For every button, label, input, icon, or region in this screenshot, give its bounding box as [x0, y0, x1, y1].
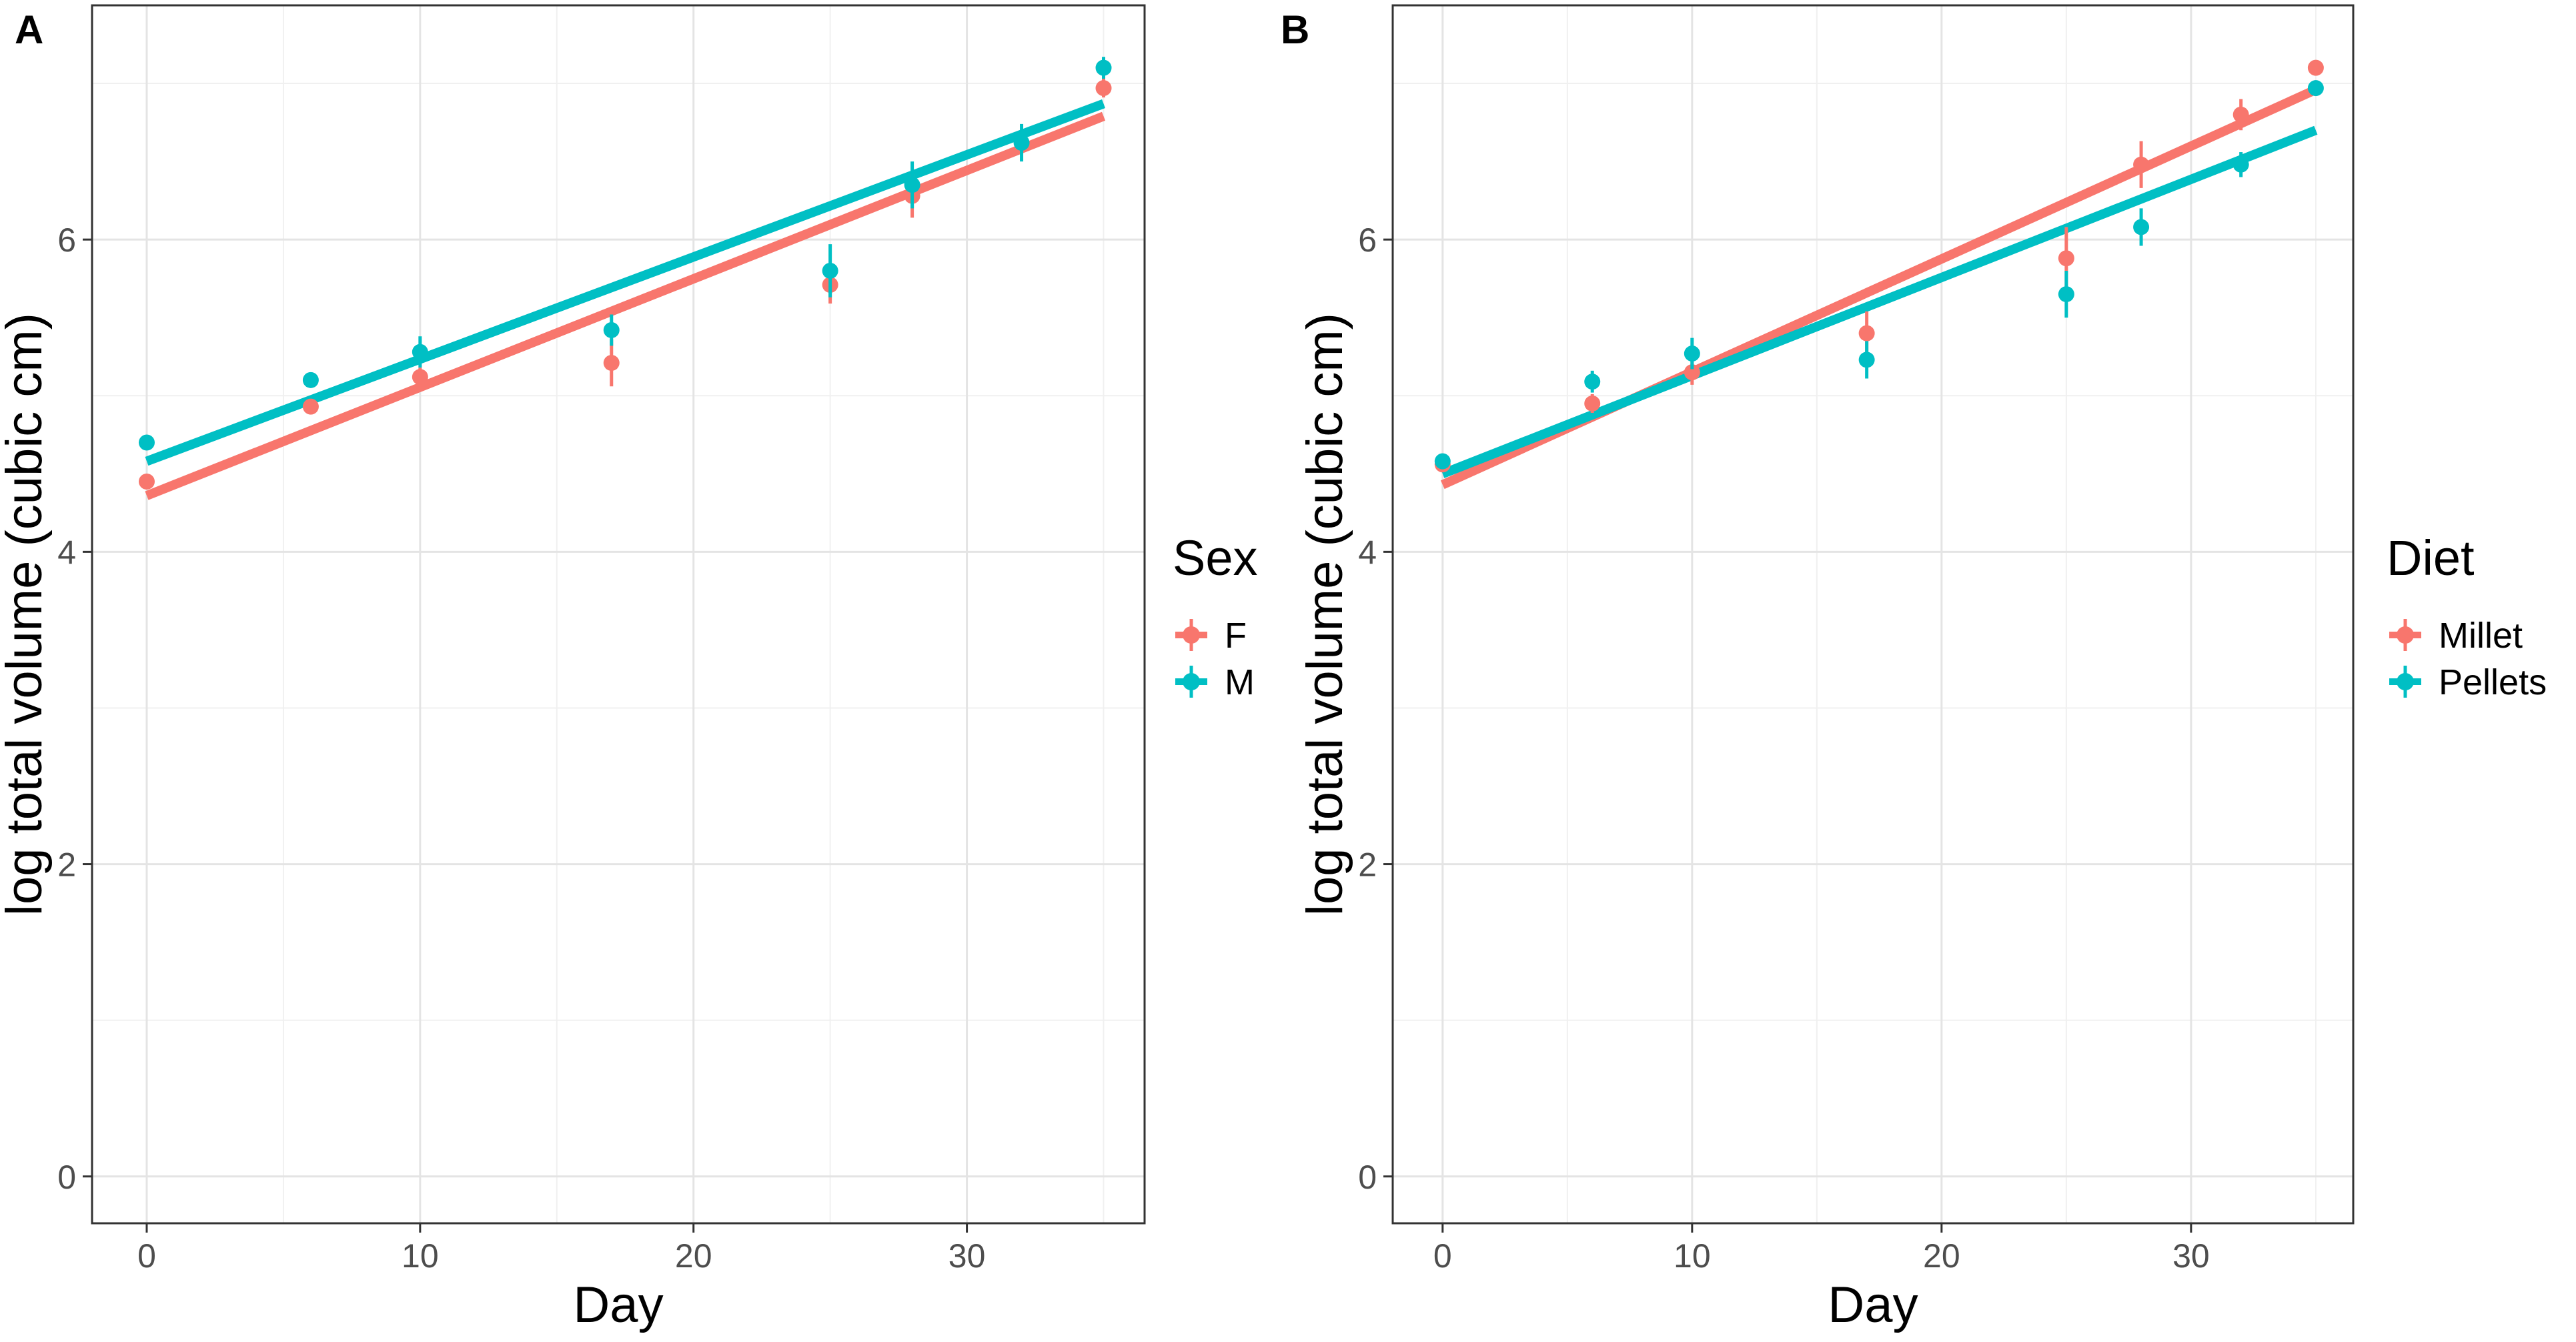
y-axis-title: log total volume (cubic cm)	[0, 313, 53, 916]
y-tick-label: 0	[1358, 1159, 1377, 1196]
panel-label-a: A	[15, 7, 43, 52]
plot-area	[1393, 5, 2353, 1223]
legend-label-millet: Millet	[2439, 616, 2523, 656]
legend-key-point	[2397, 673, 2414, 690]
data-point-m	[603, 321, 620, 338]
data-point-f	[138, 474, 155, 490]
data-point-pellets	[1684, 346, 1700, 362]
fit-line-pellets	[1441, 125, 2318, 478]
data-point-f	[603, 355, 620, 372]
legend-label-f: F	[1225, 616, 1247, 656]
x-tick-label: 10	[402, 1237, 439, 1275]
y-tick-label: 6	[57, 221, 76, 259]
y-tick-label: 2	[57, 846, 76, 884]
y-tick-label: 0	[57, 1159, 76, 1196]
data-point-millet	[1584, 395, 1601, 412]
data-point-f	[302, 398, 319, 415]
x-tick-label: 20	[675, 1237, 712, 1275]
data-point-millet	[2058, 250, 2074, 267]
legend-key-point	[1183, 626, 1200, 644]
y-tick-label: 4	[1358, 534, 1377, 571]
data-point-pellets	[1584, 374, 1601, 390]
data-point-m	[904, 177, 920, 193]
data-point-pellets	[1858, 352, 1875, 368]
legend-key-point	[2397, 626, 2414, 644]
panel-border	[91, 4, 1146, 1225]
legend: Sex FM	[1173, 530, 1258, 702]
x-tick-label: 10	[1674, 1237, 1711, 1275]
panel-b: 0 10 20 30 0 2 4 6 Day log total volume (cubic cm…	[1297, 4, 2547, 1333]
x-tick-label: 20	[1923, 1237, 1960, 1275]
data-point-m	[1095, 59, 1112, 76]
data-point-m	[138, 434, 155, 451]
data-point-pellets	[2058, 286, 2074, 303]
panel-a: 0 10 20 30 0 2 4 6 Day log total volume (cubic cm…	[0, 4, 1258, 1333]
panel-label-b: B	[1281, 7, 1309, 52]
data-point-pellets	[1434, 453, 1451, 470]
data-point-millet	[2307, 59, 2324, 76]
data-point-pellets	[2307, 80, 2324, 97]
x-axis-title: Day	[1828, 1277, 1918, 1333]
panel-border	[1391, 4, 2355, 1225]
data-point-millet	[2232, 106, 2249, 123]
data-point-m	[1013, 135, 1030, 151]
data-point-pellets	[2232, 156, 2249, 173]
data-point-millet	[1858, 325, 1875, 342]
y-tick-label: 4	[57, 534, 76, 571]
legend-label-m: M	[1225, 662, 1255, 702]
legend: Diet Millet Pellets	[2387, 530, 2547, 702]
data-point-millet	[2133, 156, 2150, 173]
x-axis-title: Day	[573, 1277, 663, 1333]
x-tick-label: 30	[2172, 1237, 2210, 1275]
x-tick-label: 0	[137, 1237, 156, 1275]
legend-title: Diet	[2387, 530, 2475, 586]
data-point-m	[302, 372, 319, 388]
data-point-f	[1095, 80, 1112, 97]
data-point-pellets	[2133, 219, 2150, 235]
data-point-millet	[1684, 364, 1700, 381]
fit-line-f	[145, 111, 1106, 500]
legend-key-point	[1183, 673, 1200, 690]
x-tick-label: 30	[948, 1237, 986, 1275]
legend-label-pellets: Pellets	[2439, 662, 2547, 702]
y-axis-title: log total volume (cubic cm)	[1297, 313, 1353, 916]
y-tick-label: 2	[1358, 846, 1377, 884]
data-point-m	[412, 344, 428, 360]
plot-area	[92, 5, 1145, 1223]
x-tick-label: 0	[1433, 1237, 1452, 1275]
data-point-f	[412, 369, 428, 386]
legend-title: Sex	[1173, 530, 1258, 586]
y-tick-label: 6	[1358, 221, 1377, 259]
data-point-m	[822, 262, 838, 279]
